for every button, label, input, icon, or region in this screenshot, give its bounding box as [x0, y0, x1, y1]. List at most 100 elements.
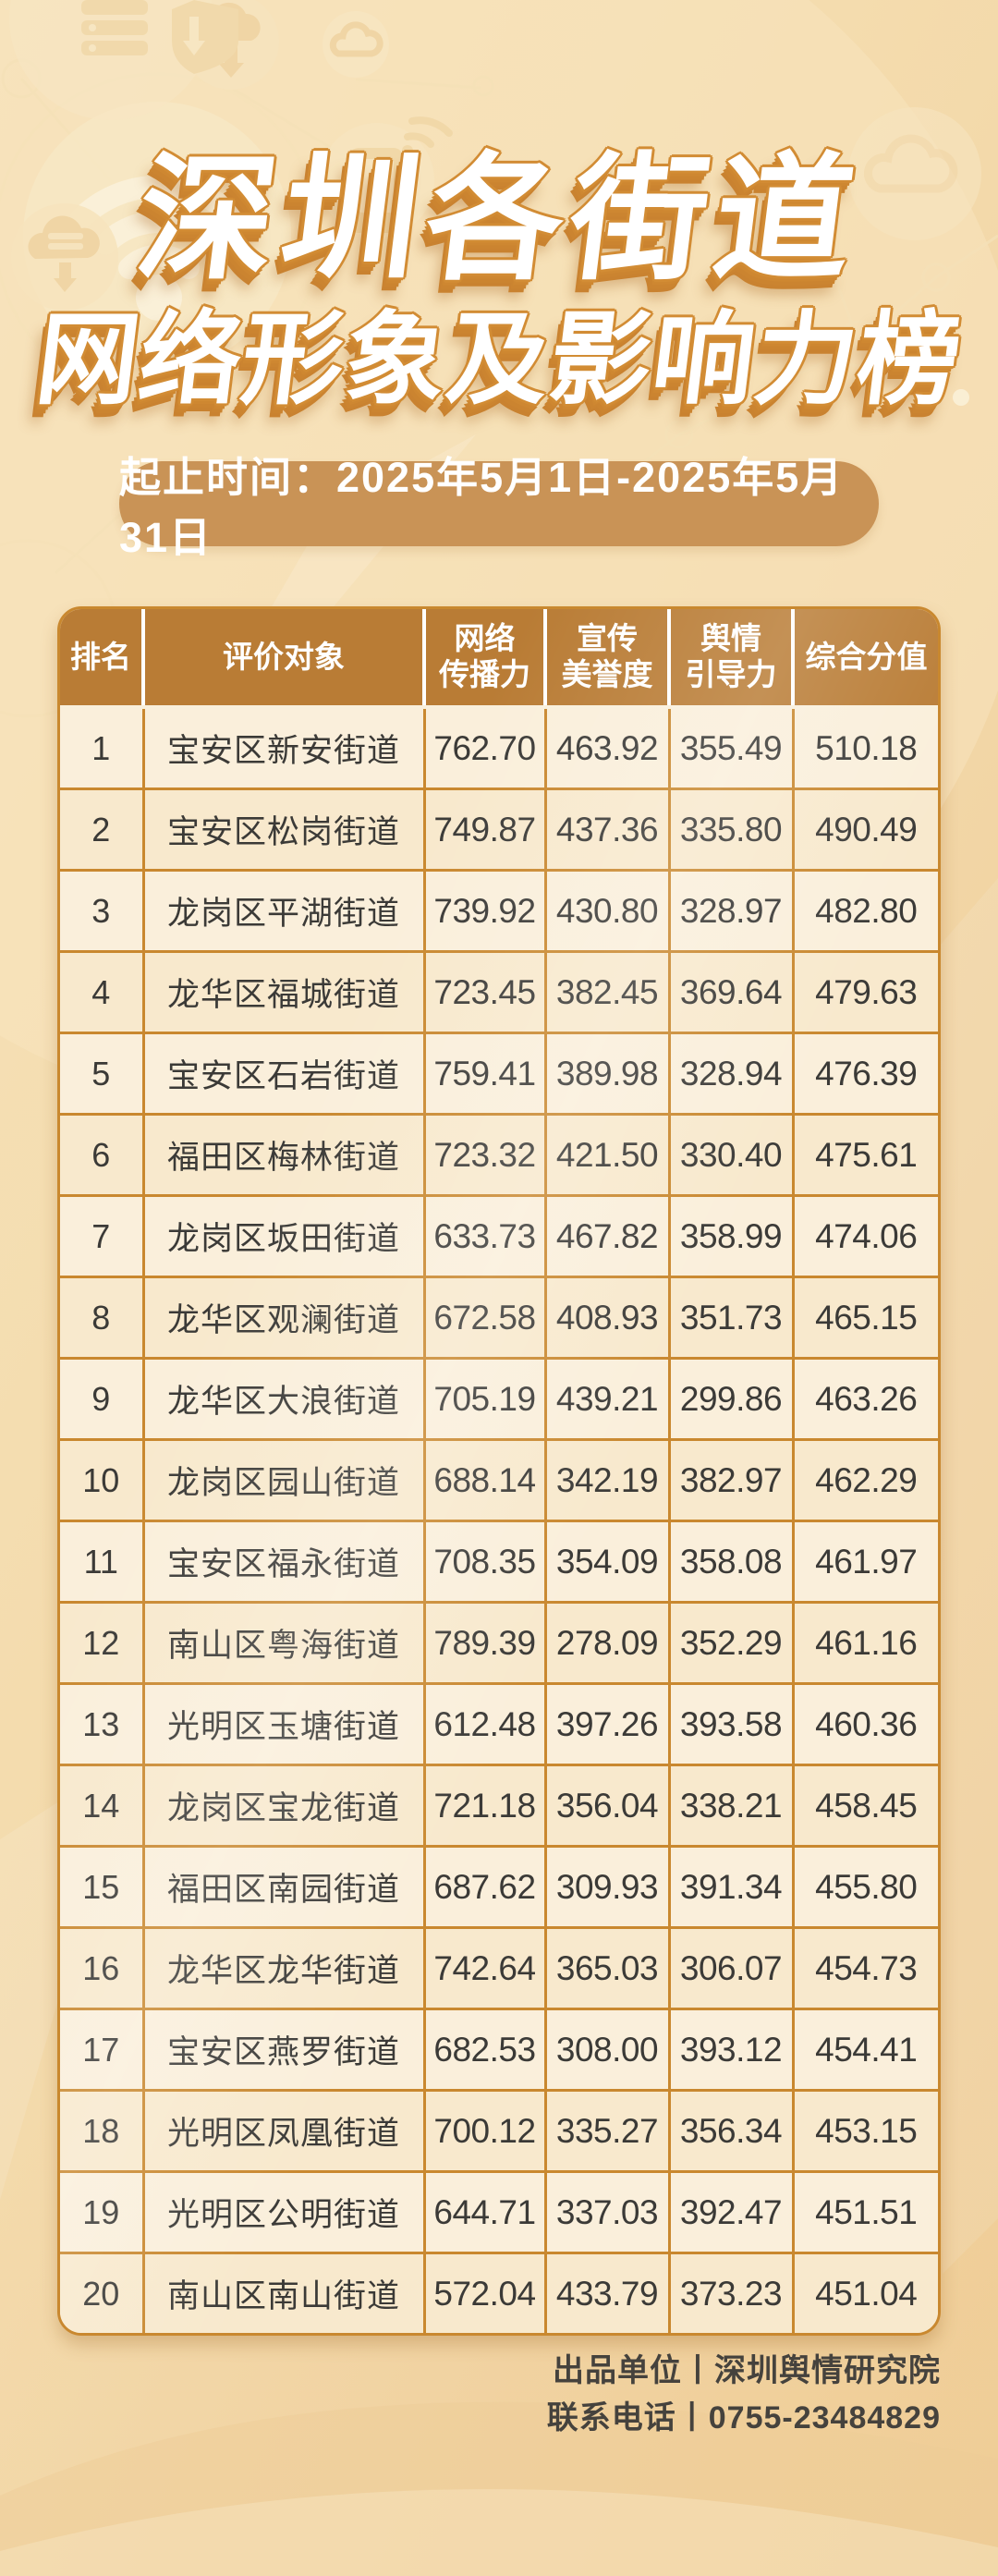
title-line-2: 网络形象及影响力榜 [30, 303, 968, 418]
score-cell: 454.73 [791, 1926, 938, 2010]
score-cell: 465.15 [791, 1276, 938, 1360]
rank-cell: 14 [60, 1764, 145, 1848]
score-cell: 355.49 [667, 707, 795, 790]
score-cell: 365.03 [543, 1926, 671, 2010]
score-cell: 721.18 [422, 1764, 547, 1848]
score-cell: 460.36 [791, 1682, 938, 1766]
rank-cell: 11 [60, 1520, 145, 1604]
score-cell: 475.61 [791, 1113, 938, 1197]
footer: 出品单位丨深圳舆情研究院 联系电话丨0755-23484829 [547, 2348, 941, 2442]
rank-cell: 10 [60, 1438, 145, 1522]
score-cell: 408.93 [543, 1276, 671, 1360]
score-cell: 708.35 [422, 1520, 547, 1604]
rank-cell: 6 [60, 1113, 145, 1197]
score-cell: 433.79 [543, 2252, 671, 2333]
score-cell: 461.16 [791, 1601, 938, 1685]
street-name-cell: 龙岗区平湖街道 [141, 869, 426, 953]
rank-cell: 5 [60, 1032, 145, 1116]
score-cell: 358.08 [667, 1520, 795, 1604]
table-row: 1 宝安区新安街道 762.70 463.92 355.49 510.18 [60, 707, 938, 790]
score-cell: 612.48 [422, 1682, 547, 1766]
score-cell: 330.40 [667, 1113, 795, 1197]
column-header-network-spread: 网络 传播力 [424, 609, 547, 709]
score-cell: 462.29 [791, 1438, 938, 1522]
score-cell: 306.07 [667, 1926, 795, 2010]
score-cell: 476.39 [791, 1032, 938, 1116]
score-cell: 572.04 [422, 2252, 547, 2333]
score-cell: 463.26 [791, 1357, 938, 1441]
score-cell: 354.09 [543, 1520, 671, 1604]
score-cell: 369.64 [667, 950, 795, 1034]
score-cell: 739.92 [422, 869, 547, 953]
score-cell: 482.80 [791, 869, 938, 953]
score-cell: 723.45 [422, 950, 547, 1034]
score-cell: 687.62 [422, 1845, 547, 1929]
table-row: 7 龙岗区坂田街道 633.73 467.82 358.99 474.06 [60, 1194, 938, 1278]
score-cell: 299.86 [667, 1357, 795, 1441]
rank-cell: 17 [60, 2008, 145, 2092]
score-cell: 338.21 [667, 1764, 795, 1848]
rank-cell: 7 [60, 1194, 145, 1278]
street-name-cell: 龙岗区宝龙街道 [141, 1764, 426, 1848]
score-cell: 458.45 [791, 1764, 938, 1848]
table-row: 9 龙华区大浪街道 705.19 439.21 299.86 463.26 [60, 1357, 938, 1441]
street-name-cell: 龙华区龙华街道 [141, 1926, 426, 2010]
score-cell: 759.41 [422, 1032, 547, 1116]
table-header: 排名 评价对象 网络 传播力 宣传 美誉度 舆情 引导力 综合分值 [60, 609, 938, 709]
table-row: 17 宝安区燕罗街道 682.53 308.00 393.12 454.41 [60, 2008, 938, 2092]
score-cell: 461.97 [791, 1520, 938, 1604]
rank-cell: 19 [60, 2170, 145, 2254]
table-row: 19 光明区公明街道 644.71 337.03 392.47 451.51 [60, 2170, 938, 2254]
footer-producer: 出品单位丨深圳舆情研究院 [553, 2353, 941, 2388]
street-name-cell: 光明区凤凰街道 [141, 2089, 426, 2173]
rank-cell: 18 [60, 2089, 145, 2173]
cloud-icon [848, 107, 981, 240]
poster-title: 深圳各街道 网络形象及影响力榜 [0, 143, 998, 418]
score-cell: 391.34 [667, 1845, 795, 1929]
score-cell: 633.73 [422, 1194, 547, 1278]
score-cell: 335.80 [667, 787, 795, 872]
ranking-table-container: 排名 评价对象 网络 传播力 宣传 美誉度 舆情 引导力 综合分值 1 宝安区新安街道 762.70… [57, 606, 941, 2336]
score-cell: 439.21 [543, 1357, 671, 1441]
ranking-table: 排名 评价对象 网络 传播力 宣传 美誉度 舆情 引导力 综合分值 1 宝安区新安街道 762.70… [60, 609, 938, 2333]
street-name-cell: 南山区粤海街道 [141, 1601, 426, 1685]
score-cell: 454.41 [791, 2008, 938, 2092]
cloud-icon [323, 11, 389, 78]
score-cell: 644.71 [422, 2170, 547, 2254]
column-header-composite-score: 综合分值 [793, 609, 938, 709]
table-row: 6 福田区梅林街道 723.32 421.50 330.40 475.61 [60, 1113, 938, 1197]
bottom-wave [0, 2488, 998, 2576]
table-row: 5 宝安区石岩街道 759.41 389.98 328.94 476.39 [60, 1032, 938, 1116]
server-icon [9, 0, 213, 120]
score-cell: 682.53 [422, 2008, 547, 2092]
street-name-cell: 宝安区新安街道 [141, 707, 426, 790]
table-row: 11 宝安区福永街道 708.35 354.09 358.08 461.97 [60, 1520, 938, 1604]
table-row: 2 宝安区松岗街道 749.87 437.36 335.80 490.49 [60, 787, 938, 872]
rank-cell: 20 [60, 2252, 145, 2333]
rank-cell: 9 [60, 1357, 145, 1441]
shield-icon [172, 0, 238, 74]
score-cell: 393.12 [667, 2008, 795, 2092]
score-cell: 278.09 [543, 1601, 671, 1685]
street-name-cell: 宝安区燕罗街道 [141, 2008, 426, 2092]
smartphone-wifi-icon [320, 116, 453, 238]
street-name-cell: 福田区南园街道 [141, 1845, 426, 1929]
score-cell: 453.15 [791, 2089, 938, 2173]
score-cell: 467.82 [543, 1194, 671, 1278]
table-row: 15 福田区南园街道 687.62 309.93 391.34 455.80 [60, 1845, 938, 1929]
score-cell: 356.04 [543, 1764, 671, 1848]
street-name-cell: 宝安区福永街道 [141, 1520, 426, 1604]
column-header-rank: 排名 [60, 609, 145, 709]
score-cell: 309.93 [543, 1845, 671, 1929]
score-cell: 749.87 [422, 787, 547, 872]
table-row: 16 龙华区龙华街道 742.64 365.03 306.07 454.73 [60, 1926, 938, 2010]
score-cell: 672.58 [422, 1276, 547, 1360]
table-row: 3 龙岗区平湖街道 739.92 430.80 328.97 482.80 [60, 869, 938, 953]
period-banner-text: 起止时间：2025年5月1日-2025年5月31日 [119, 454, 845, 561]
street-name-cell: 光明区公明街道 [141, 2170, 426, 2254]
score-cell: 451.04 [791, 2252, 938, 2333]
street-name-cell: 宝安区石岩街道 [141, 1032, 426, 1116]
score-cell: 688.14 [422, 1438, 547, 1522]
score-cell: 437.36 [543, 787, 671, 872]
